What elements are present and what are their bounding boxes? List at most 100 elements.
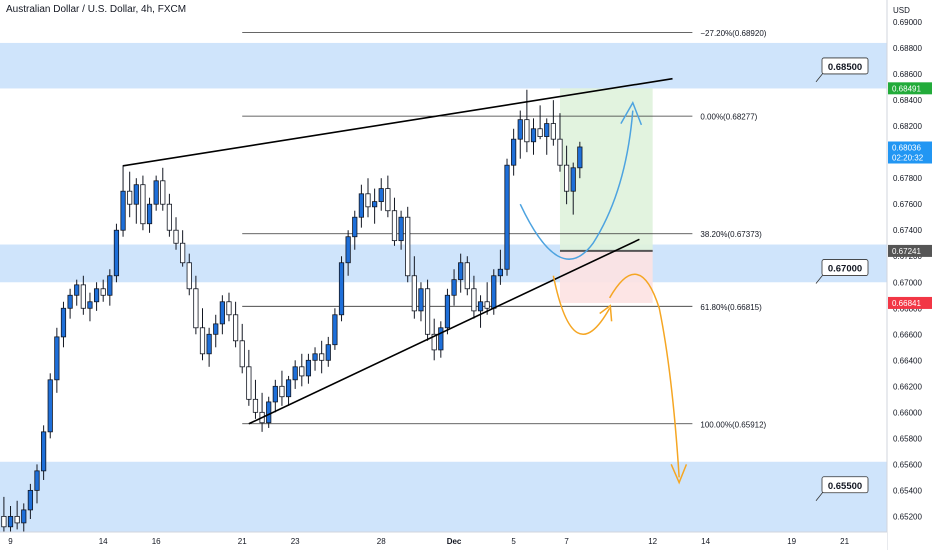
- level-callout-box: [821, 476, 869, 494]
- time-tick-label: 28: [377, 537, 386, 546]
- candle-body[interactable]: [570, 167, 576, 192]
- candle-body[interactable]: [219, 301, 225, 325]
- candle-body[interactable]: [411, 275, 417, 312]
- candle-body[interactable]: [173, 229, 179, 244]
- candle-body[interactable]: [186, 262, 192, 290]
- candle-body[interactable]: [292, 366, 298, 381]
- trendline[interactable]: [248, 238, 640, 425]
- candle-body[interactable]: [530, 128, 537, 143]
- candle-body[interactable]: [166, 203, 172, 231]
- candle-body[interactable]: [213, 323, 219, 335]
- candle-body[interactable]: [80, 284, 86, 309]
- candle-body[interactable]: [358, 193, 364, 218]
- candle-body[interactable]: [146, 203, 153, 225]
- candle-body[interactable]: [438, 327, 444, 351]
- candle-body[interactable]: [60, 307, 67, 338]
- candle-body[interactable]: [239, 340, 245, 368]
- candle-body[interactable]: [87, 301, 93, 309]
- candle-body[interactable]: [372, 201, 378, 208]
- candle-body[interactable]: [272, 385, 278, 403]
- candle-body[interactable]: [557, 138, 563, 166]
- candle-body[interactable]: [285, 379, 292, 398]
- candle-body[interactable]: [153, 180, 159, 205]
- candle-body[interactable]: [113, 229, 120, 277]
- candle-body[interactable]: [458, 262, 464, 281]
- candle-body[interactable]: [27, 489, 33, 511]
- candle-body[interactable]: [100, 288, 106, 296]
- candle-body[interactable]: [431, 333, 437, 351]
- candle-body[interactable]: [299, 366, 305, 377]
- candle-body[interactable]: [511, 138, 517, 166]
- candle-body[interactable]: [391, 210, 398, 242]
- candle-body[interactable]: [325, 344, 331, 361]
- candle-body[interactable]: [312, 353, 318, 361]
- candle-body[interactable]: [537, 128, 543, 137]
- candle-body[interactable]: [14, 515, 20, 524]
- price-tick-label: 0.66400: [893, 356, 922, 365]
- candle-body[interactable]: [180, 242, 186, 264]
- candle-body[interactable]: [252, 398, 259, 413]
- candle-body[interactable]: [107, 275, 113, 296]
- price-tick-label: 0.67800: [893, 174, 922, 183]
- candle-body[interactable]: [226, 301, 232, 316]
- candle-body[interactable]: [444, 294, 451, 329]
- candle-body[interactable]: [140, 184, 146, 225]
- candle-body[interactable]: [93, 288, 100, 303]
- candle-body[interactable]: [74, 284, 80, 296]
- candle-body[interactable]: [385, 188, 391, 212]
- candle-body[interactable]: [544, 123, 550, 137]
- candle-body[interactable]: [418, 288, 424, 312]
- candle-body[interactable]: [266, 401, 272, 424]
- candle-body[interactable]: [471, 288, 477, 312]
- candle-body[interactable]: [319, 353, 325, 361]
- candle-body[interactable]: [517, 119, 523, 140]
- price-tick-label: 0.67000: [893, 278, 922, 287]
- candle-body[interactable]: [484, 301, 490, 309]
- candle-body[interactable]: [451, 279, 457, 296]
- candle-body[interactable]: [193, 288, 199, 329]
- price-tag: [888, 244, 932, 257]
- candle-body[interactable]: [491, 275, 497, 309]
- trendline[interactable]: [122, 77, 673, 167]
- candle-body[interactable]: [246, 366, 252, 400]
- candle-body[interactable]: [352, 216, 358, 238]
- candle-body[interactable]: [160, 180, 166, 205]
- candle-body[interactable]: [67, 294, 73, 309]
- candle-body[interactable]: [34, 470, 40, 491]
- candle-body[interactable]: [332, 314, 338, 346]
- candle-body[interactable]: [120, 190, 126, 231]
- candle-body[interactable]: [199, 327, 206, 355]
- candle-body[interactable]: [497, 268, 504, 277]
- candle-body[interactable]: [577, 146, 583, 169]
- candle-body[interactable]: [127, 190, 133, 205]
- candle-body[interactable]: [550, 123, 556, 140]
- candle-body[interactable]: [133, 184, 139, 205]
- candle-body[interactable]: [305, 359, 312, 377]
- candle-body[interactable]: [504, 164, 510, 270]
- candle-body[interactable]: [47, 379, 53, 433]
- candle-body[interactable]: [365, 193, 371, 208]
- candle-body[interactable]: [378, 188, 384, 203]
- candle-body[interactable]: [54, 336, 60, 381]
- time-axis-panel[interactable]: [0, 532, 887, 550]
- candle-body[interactable]: [477, 301, 484, 312]
- candle-body[interactable]: [405, 216, 411, 277]
- candle-body[interactable]: [1, 515, 7, 528]
- candle-body[interactable]: [464, 262, 470, 290]
- candle-body[interactable]: [7, 515, 14, 528]
- price-tick-label: 0.66600: [893, 330, 922, 339]
- candle-body[interactable]: [41, 431, 47, 472]
- candle-body[interactable]: [345, 236, 351, 264]
- price-tick-label: 0.67600: [893, 200, 922, 209]
- candle-body[interactable]: [524, 119, 530, 143]
- candle-body[interactable]: [424, 288, 431, 335]
- candle-body[interactable]: [564, 164, 570, 192]
- candle-body[interactable]: [232, 314, 239, 342]
- candle-body[interactable]: [338, 262, 345, 316]
- candle-body[interactable]: [398, 216, 404, 242]
- candle-body[interactable]: [21, 509, 27, 524]
- candle-body[interactable]: [279, 385, 285, 398]
- candle-body[interactable]: [206, 333, 212, 355]
